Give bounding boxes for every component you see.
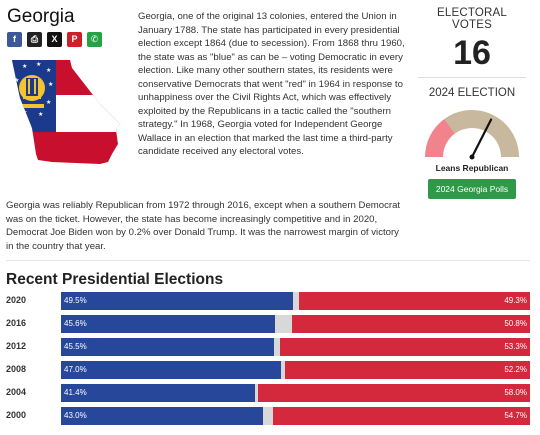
facebook-icon[interactable]: f xyxy=(7,32,22,47)
election-year: 2012 xyxy=(6,341,27,351)
intro-text: Georgia, one of the original 13 colonies… xyxy=(138,11,405,157)
rep-percent: 50.8% xyxy=(504,319,527,328)
result-bar: 45.5% 53.3% xyxy=(61,338,530,356)
result-bar: 41.4% 58.0% xyxy=(61,384,530,402)
rep-bar: 54.7% xyxy=(273,407,530,425)
dem-bar: 49.5% xyxy=(61,292,294,310)
svg-text:★: ★ xyxy=(36,61,41,68)
dem-percent: 41.4% xyxy=(64,388,87,397)
gauge-hub xyxy=(469,154,475,160)
election-row[interactable]: 2016 45.6% 50.8% xyxy=(6,315,530,333)
lean-label: Leans Republican xyxy=(435,163,509,173)
result-bar: 47.0% 52.2% xyxy=(61,361,530,379)
election-year: 2004 xyxy=(6,387,27,397)
gauge-needle xyxy=(470,118,493,159)
whatsapp-icon[interactable]: ✆ xyxy=(87,32,102,47)
dem-bar: 43.0% xyxy=(61,407,263,425)
section-divider xyxy=(6,260,530,261)
georgia-flag-map-icon: ★ ★ ★ ★ ★ ★ ★ ★ ★ xyxy=(12,60,120,164)
election-year: 2020 xyxy=(6,295,27,305)
election-row[interactable]: 2008 47.0% 52.2% xyxy=(6,361,530,379)
gauge-rep-arc xyxy=(444,110,519,158)
history-paragraph: Georgia was reliably Republican from 197… xyxy=(6,200,401,252)
rep-percent: 49.3% xyxy=(504,296,527,305)
pinterest-icon[interactable]: P xyxy=(67,32,82,47)
polls-button[interactable]: 2024 Georgia Polls xyxy=(427,179,517,199)
state-header: Georgia f ⎙ X P ✆ ★ xyxy=(6,6,136,176)
lean-gauge xyxy=(425,110,519,160)
election-row[interactable]: 2004 41.4% 58.0% xyxy=(6,384,530,402)
x-icon[interactable]: X xyxy=(47,32,62,47)
svg-text:★: ★ xyxy=(48,81,53,88)
rep-bar: 53.3% xyxy=(280,338,530,356)
election-year: 2016 xyxy=(6,318,27,328)
sidebar-divider xyxy=(418,77,526,78)
svg-text:★: ★ xyxy=(22,109,27,116)
result-bar: 45.6% 50.8% xyxy=(61,315,530,333)
dem-percent: 49.5% xyxy=(64,296,87,305)
dem-percent: 45.6% xyxy=(64,319,87,328)
dem-bar: 47.0% xyxy=(61,361,282,379)
result-bar: 43.0% 54.7% xyxy=(61,407,530,425)
section-title: Recent Presidential Elections xyxy=(6,271,224,288)
state-title: Georgia xyxy=(7,6,75,27)
rep-bar: 50.8% xyxy=(291,315,530,333)
svg-text:★: ★ xyxy=(46,99,51,106)
rep-bar: 58.0% xyxy=(257,384,530,402)
intro-paragraph: Georgia, one of the original 13 colonies… xyxy=(6,10,408,159)
rep-percent: 54.7% xyxy=(504,411,527,420)
election-row[interactable]: 2012 45.5% 53.3% xyxy=(6,338,530,356)
gauge-dem-arc xyxy=(425,118,456,158)
print-icon[interactable]: ⎙ xyxy=(27,32,42,47)
election-row[interactable]: 2000 43.0% 54.7% xyxy=(6,407,530,425)
sidebar: ELECTORAL VOTES 16 2024 ELECTION Leans R… xyxy=(416,6,528,199)
rep-bar: 52.2% xyxy=(285,361,530,379)
rep-percent: 53.3% xyxy=(504,342,527,351)
svg-text:★: ★ xyxy=(14,97,19,104)
dem-bar: 45.5% xyxy=(61,338,275,356)
electoral-votes-count: 16 xyxy=(453,34,491,72)
election-year: 2008 xyxy=(6,364,27,374)
election-year: 2000 xyxy=(6,410,27,420)
share-icons: f ⎙ X P ✆ xyxy=(7,32,136,47)
dem-percent: 47.0% xyxy=(64,365,87,374)
electoral-votes-label: ELECTORAL VOTES xyxy=(437,7,507,31)
election-results-list: 2020 49.5% 49.3% 2016 45.6% 50.8% 2012 45.5% 53.… xyxy=(6,292,530,430)
dem-percent: 45.5% xyxy=(64,342,87,351)
svg-text:★: ★ xyxy=(38,111,43,118)
dem-bar: 41.4% xyxy=(61,384,256,402)
rep-percent: 58.0% xyxy=(504,388,527,397)
dem-percent: 43.0% xyxy=(64,411,87,420)
rep-bar: 49.3% xyxy=(298,292,530,310)
result-bar: 49.5% 49.3% xyxy=(61,292,530,310)
svg-text:★: ★ xyxy=(46,67,51,74)
svg-text:★: ★ xyxy=(14,77,19,84)
election-row[interactable]: 2020 49.5% 49.3% xyxy=(6,292,530,310)
dem-bar: 45.6% xyxy=(61,315,275,333)
election-label: 2024 ELECTION xyxy=(428,87,516,99)
rep-percent: 52.2% xyxy=(504,365,527,374)
svg-text:★: ★ xyxy=(22,63,27,70)
